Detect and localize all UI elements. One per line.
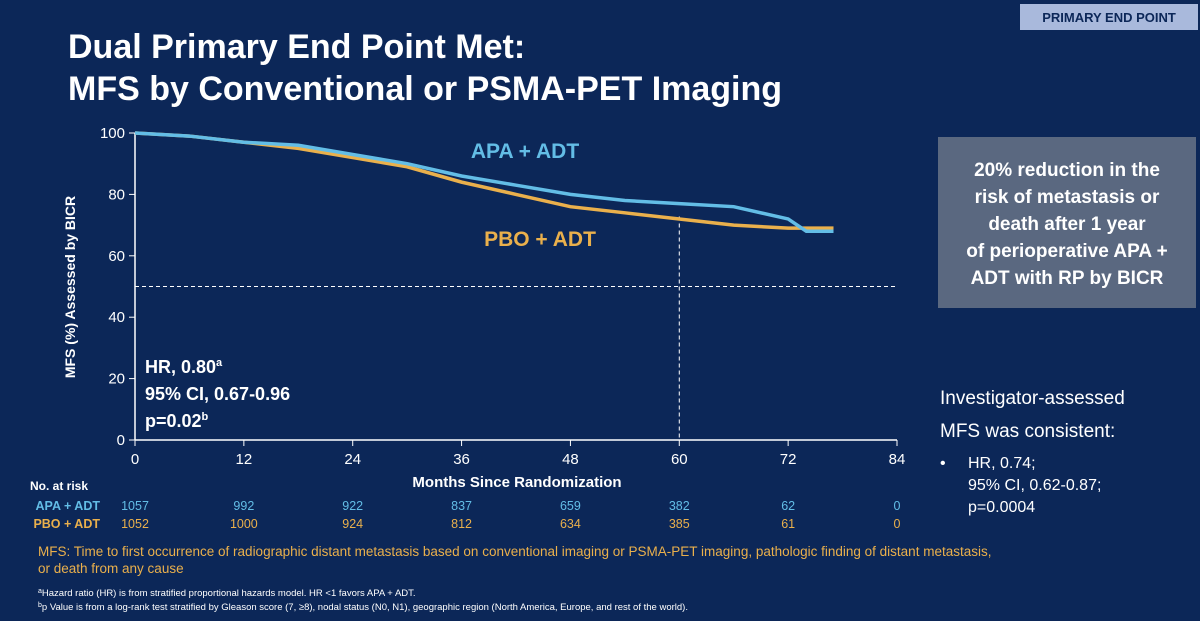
definition: MFS: Time to first occurrence of radiogr… (38, 544, 991, 559)
x-axis-label: Months Since Randomization (412, 474, 621, 491)
title: Dual Primary End Point Met: (68, 28, 525, 66)
series-label: PBO + ADT (484, 228, 596, 251)
annotation-sup: b (202, 411, 209, 423)
risk-value: 634 (560, 517, 581, 531)
risk-row-name: PBO + ADT (33, 517, 100, 531)
series-label: APA + ADT (471, 140, 579, 163)
footnote-text: Hazard ratio (HR) is from stratified pro… (42, 588, 416, 599)
investigator-item: p=0.0004 (968, 499, 1035, 516)
risk-value: 992 (233, 499, 254, 513)
risk-table-title: No. at risk (30, 479, 88, 493)
risk-value: 1052 (121, 517, 149, 531)
risk-value: 62 (781, 499, 795, 513)
x-tick-label: 24 (344, 451, 361, 468)
footnote-text: p Value is from a log-rank test stratifi… (42, 602, 688, 613)
risk-value: 382 (669, 499, 690, 513)
footnote-mark: b (38, 602, 42, 609)
investigator-text: MFS was consistent: (940, 421, 1115, 442)
risk-value: 659 (560, 499, 581, 513)
risk-value: 812 (451, 517, 472, 531)
badge-box (1020, 4, 1198, 30)
investigator-item: 95% CI, 0.62-0.87; (968, 477, 1101, 494)
risk-value: 385 (669, 517, 690, 531)
badge: PRIMARY END POINT (1042, 10, 1176, 25)
y-tick-label: 20 (108, 371, 125, 388)
y-tick-label: 60 (108, 248, 125, 265)
callout-box (938, 137, 1196, 308)
risk-value: 922 (342, 499, 363, 513)
annotation: HR, 0.80a (145, 357, 223, 377)
x-tick-label: 12 (236, 451, 253, 468)
y-tick-label: 80 (108, 186, 125, 203)
investigator-item: HR, 0.74; (968, 455, 1036, 472)
callout: risk of metastasis or (975, 187, 1160, 208)
x-tick-label: 72 (780, 451, 797, 468)
investigator-text: Investigator-assessed (940, 388, 1125, 409)
y-tick-label: 40 (108, 309, 125, 326)
callout: death after 1 year (988, 214, 1146, 235)
risk-value: 924 (342, 517, 363, 531)
annotation-text: p=0.02 (145, 411, 202, 431)
risk-value: 1057 (121, 499, 149, 513)
x-tick-label: 84 (889, 451, 906, 468)
x-tick-label: 0 (131, 451, 139, 468)
footnote-mark: a (38, 588, 42, 595)
annotation: 95% CI, 0.67-0.96 (145, 384, 290, 404)
risk-row-name: APA + ADT (36, 499, 101, 513)
risk-value: 1000 (230, 517, 258, 531)
x-tick-label: 60 (671, 451, 688, 468)
callout: 20% reduction in the (974, 160, 1160, 181)
annotation-text: HR, 0.80 (145, 357, 216, 377)
footnote: bp Value is from a log-rank test stratif… (38, 602, 688, 613)
bullet: • (940, 455, 946, 472)
x-tick-label: 36 (453, 451, 470, 468)
risk-value: 61 (781, 517, 795, 531)
series-line (134, 131, 834, 233)
risk-value: 837 (451, 499, 472, 513)
risk-value: 0 (894, 499, 901, 513)
annotation-sup: a (216, 357, 223, 369)
annotation: p=0.02b (145, 411, 209, 431)
y-axis-label: MFS (%) Assessed by BICR (62, 196, 78, 378)
callout: of perioperative APA + (966, 241, 1168, 262)
callout: ADT with RP by BICR (971, 268, 1164, 289)
y-tick-label: 0 (117, 432, 125, 449)
y-tick-label: 100 (100, 125, 125, 142)
title: MFS by Conventional or PSMA-PET Imaging (68, 70, 782, 108)
footnote: aHazard ratio (HR) is from stratified pr… (38, 588, 416, 599)
risk-value: 0 (894, 517, 901, 531)
x-tick-label: 48 (562, 451, 579, 468)
definition: or death from any cause (38, 561, 184, 576)
